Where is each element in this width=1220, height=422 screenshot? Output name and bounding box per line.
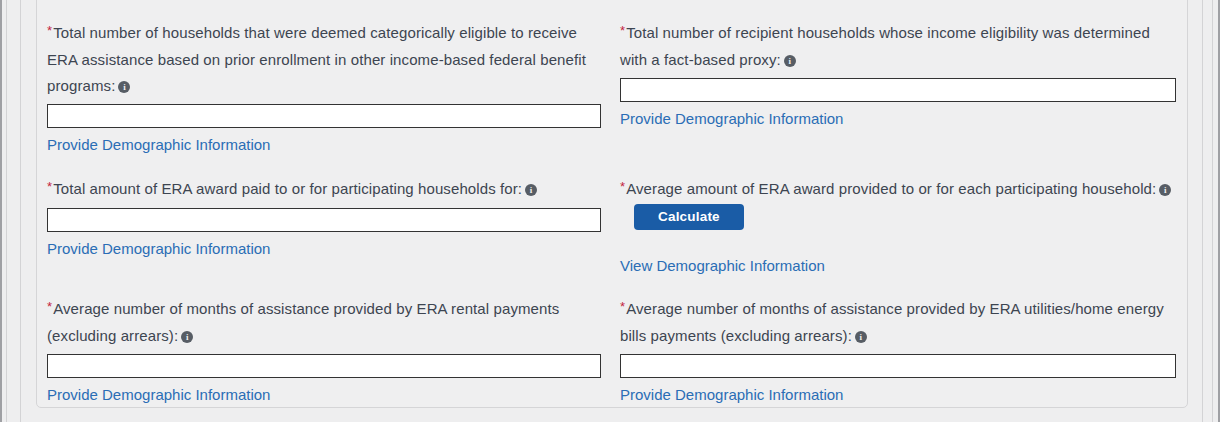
provide-demographic-link[interactable]: Provide Demographic Information	[620, 385, 843, 404]
label-text: Average amount of ERA award provided to …	[626, 180, 1156, 197]
avg-months-utilities-input[interactable]	[620, 354, 1176, 378]
label-text: Average number of months of assistance p…	[47, 300, 559, 344]
fact-based-proxy-households-input[interactable]	[620, 78, 1176, 102]
label-text: Total number of recipient households who…	[620, 24, 1150, 68]
info-icon-glyph: i	[1164, 185, 1167, 195]
field-label: *Total number of households that were de…	[47, 20, 601, 99]
field-group-fact-based-proxy-households: *Total number of recipient households wh…	[620, 20, 1176, 128]
required-asterisk: *	[620, 23, 625, 38]
field-group-categorically-eligible-households: *Total number of households that were de…	[47, 20, 601, 154]
field-group-average-era-award: *Average amount of ERA award provided to…	[620, 176, 1176, 275]
required-asterisk: *	[620, 299, 625, 314]
info-icon[interactable]: i	[855, 331, 867, 343]
required-asterisk: *	[47, 299, 52, 314]
info-icon[interactable]: i	[181, 331, 193, 343]
info-icon[interactable]: i	[784, 55, 796, 67]
field-group-total-era-award: *Total amount of ERA award paid to or fo…	[47, 176, 601, 258]
field-label: *Average number of months of assistance …	[620, 296, 1176, 349]
info-icon[interactable]: i	[525, 184, 537, 196]
provide-demographic-link[interactable]: Provide Demographic Information	[620, 109, 843, 128]
info-icon-glyph: i	[186, 332, 189, 342]
info-icon-glyph: i	[789, 56, 792, 66]
info-icon-glyph: i	[123, 82, 126, 92]
field-group-avg-months-utilities: *Average number of months of assistance …	[620, 296, 1176, 404]
info-icon[interactable]: i	[118, 81, 130, 93]
form-area: *Total number of households that were de…	[0, 0, 1220, 422]
provide-demographic-link[interactable]: Provide Demographic Information	[47, 239, 270, 258]
label-text: Average number of months of assistance p…	[620, 300, 1164, 344]
required-asterisk: *	[620, 179, 625, 194]
info-icon[interactable]: i	[1159, 184, 1171, 196]
view-demographic-link[interactable]: View Demographic Information	[620, 256, 825, 275]
provide-demographic-link[interactable]: Provide Demographic Information	[47, 385, 270, 404]
categorically-eligible-households-input[interactable]	[47, 104, 601, 128]
field-label: *Average number of months of assistance …	[47, 296, 601, 349]
field-label: *Total amount of ERA award paid to or fo…	[47, 176, 601, 203]
provide-demographic-link[interactable]: Provide Demographic Information	[47, 135, 270, 154]
info-icon-glyph: i	[860, 332, 863, 342]
calculate-button[interactable]: Calculate	[634, 204, 744, 230]
required-asterisk: *	[47, 23, 52, 38]
field-group-avg-months-rental: *Average number of months of assistance …	[47, 296, 601, 404]
label-text: Total amount of ERA award paid to or for…	[53, 180, 522, 197]
field-label: *Total number of recipient households wh…	[620, 20, 1176, 73]
required-asterisk: *	[47, 179, 52, 194]
field-label: *Average amount of ERA award provided to…	[620, 176, 1176, 230]
avg-months-rental-input[interactable]	[47, 354, 601, 378]
total-era-award-input[interactable]	[47, 208, 601, 232]
info-icon-glyph: i	[530, 185, 533, 195]
